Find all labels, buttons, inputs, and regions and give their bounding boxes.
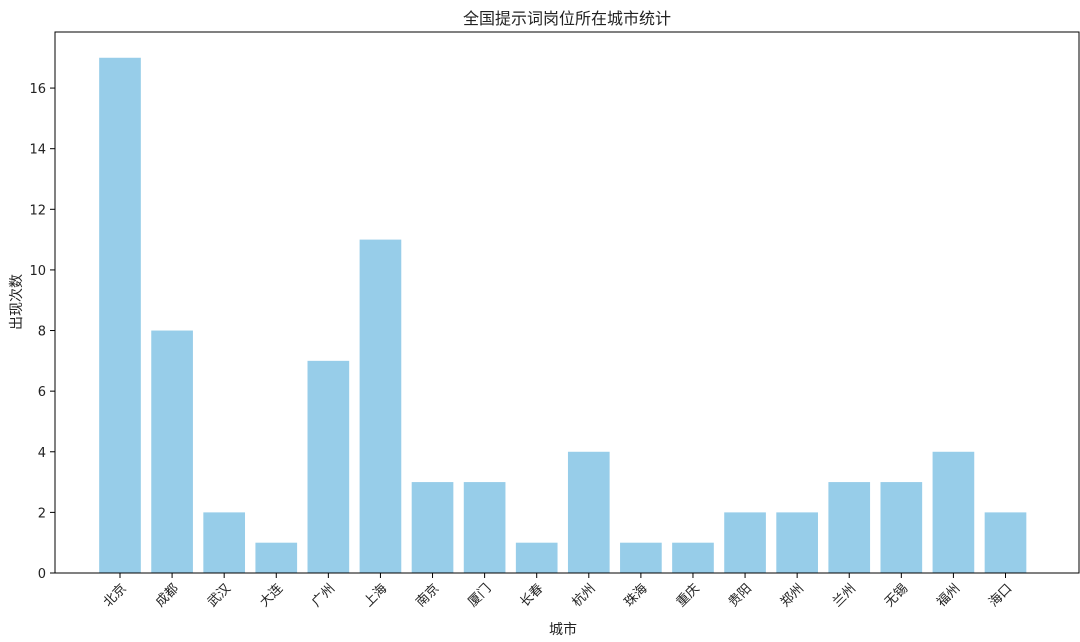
x-tick-label-16: 福州 <box>934 581 963 610</box>
y-tick-label-4: 8 <box>38 325 46 340</box>
bar-11 <box>672 542 714 573</box>
bar-10 <box>620 542 662 573</box>
x-tick-label-0: 北京 <box>101 581 130 610</box>
bar-5 <box>359 239 402 574</box>
bar-14 <box>828 482 871 573</box>
bar-16 <box>932 451 975 573</box>
y-axis-title: 出现次数 <box>9 274 25 330</box>
x-tick-label-14: 兰州 <box>830 581 859 610</box>
y-tick-label-6: 12 <box>29 203 46 218</box>
x-tick-label-8: 长春 <box>518 581 547 610</box>
bars-group <box>99 57 1027 574</box>
x-tick-label-6: 南京 <box>413 581 443 611</box>
bar-2 <box>203 512 246 573</box>
x-tick-label-7: 厦门 <box>465 581 494 610</box>
y-tick-label-2: 4 <box>38 446 46 461</box>
bar-7 <box>463 482 506 573</box>
bar-3 <box>255 542 298 573</box>
bar-1 <box>151 330 193 573</box>
x-tick-label-1: 成都 <box>153 581 182 610</box>
x-axis-title: 城市 <box>549 621 577 638</box>
y-tick-label-3: 6 <box>38 385 46 400</box>
y-tick-label-8: 16 <box>29 82 46 97</box>
x-tick-label-10: 珠海 <box>622 581 651 610</box>
x-tick-label-4: 广州 <box>309 581 338 610</box>
x-tick-label-15: 无锡 <box>882 581 911 610</box>
y-axis: 0 2 4 6 8 10 12 14 16 <box>29 82 55 582</box>
y-tick-label-0: 0 <box>38 567 46 582</box>
bar-13 <box>776 512 818 573</box>
bar-8 <box>515 542 558 573</box>
y-tick-label-5: 10 <box>29 264 46 279</box>
x-axis: 北京 成都 武汉 大连 广州 上海 南京 厦门 长春 杭州 珠海 重庆 贵阳 郑州 兰州 无锡 福州 海口 <box>101 573 1015 611</box>
x-tick-label-13: 郑州 <box>778 581 807 610</box>
bar-9 <box>567 451 610 573</box>
bar-6 <box>411 482 454 573</box>
x-tick-label-5: 上海 <box>361 581 390 610</box>
x-tick-label-3: 大连 <box>256 581 286 611</box>
chart-title: 全国提示词岗位所在城市统计 <box>463 9 671 28</box>
x-tick-label-12: 贵阳 <box>726 581 755 610</box>
x-tick-label-11: 重庆 <box>673 581 703 611</box>
x-tick-label-17: 海口 <box>986 581 1015 610</box>
bar-17 <box>984 512 1027 573</box>
plot-frame <box>54 31 1080 574</box>
y-tick-label-1: 2 <box>38 506 46 521</box>
x-tick-label-9: 杭州 <box>570 581 599 610</box>
y-tick-label-7: 14 <box>29 143 46 158</box>
x-tick-label-2: 武汉 <box>205 581 234 610</box>
bar-12 <box>724 512 766 573</box>
bar-0 <box>99 57 141 573</box>
bar-4 <box>307 360 350 573</box>
bar-15 <box>880 482 923 573</box>
